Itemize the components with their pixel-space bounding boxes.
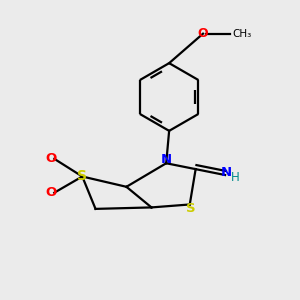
Text: O: O (46, 186, 57, 199)
Text: H: H (230, 172, 239, 184)
Text: N: N (221, 166, 232, 178)
Text: S: S (186, 202, 196, 215)
Text: O: O (198, 27, 208, 40)
Text: S: S (77, 169, 87, 184)
Text: N: N (160, 153, 172, 166)
Text: O: O (46, 152, 57, 165)
Text: CH₃: CH₃ (232, 29, 252, 39)
